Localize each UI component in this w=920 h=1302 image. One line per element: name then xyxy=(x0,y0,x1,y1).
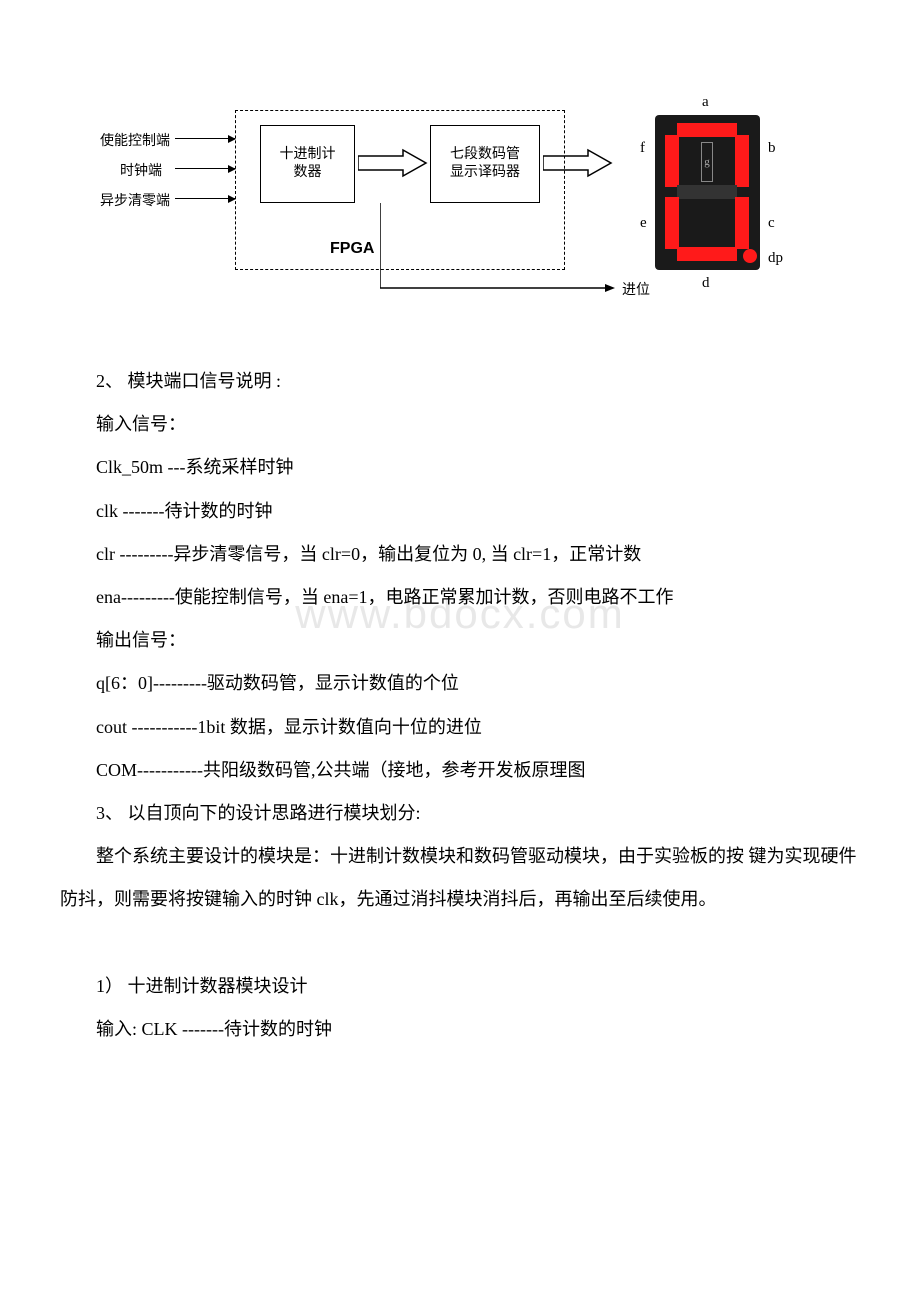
arrow-enable xyxy=(175,138,235,139)
label-f: f xyxy=(640,140,645,157)
decoder-line2: 显示译码器 xyxy=(450,164,520,182)
segment-f xyxy=(665,135,679,187)
segment-dp xyxy=(743,249,757,263)
seven-segment-display: g xyxy=(655,115,760,270)
label-c: c xyxy=(768,215,775,232)
arrow-counter-to-decoder xyxy=(358,148,428,178)
label-b: b xyxy=(768,140,776,157)
segment-d xyxy=(677,247,737,261)
para-clr: clr ---------异步清零信号，当 clr=0，输出复位为 0, 当 c… xyxy=(60,533,860,576)
para-input-signals: 输入信号： xyxy=(60,403,860,446)
para-clk50m: Clk_50m ---系统采样时钟 xyxy=(60,446,860,489)
arrow-clock xyxy=(175,168,235,169)
segment-b xyxy=(735,135,749,187)
document-content: 2、 模块端口信号说明 : 输入信号： Clk_50m ---系统采样时钟 cl… xyxy=(60,360,860,1051)
counter-box: 十进制计 数器 xyxy=(260,125,355,203)
decoder-line1: 七段数码管 xyxy=(450,146,520,164)
input-clear-label: 异步清零端 xyxy=(100,190,170,210)
input-enable-label: 使能控制端 xyxy=(100,130,170,150)
label-a: a xyxy=(702,94,709,111)
para-module1-input: 输入: CLK -------待计数的时钟 xyxy=(60,1008,860,1051)
counter-line1: 十进制计 xyxy=(280,146,336,164)
segment-a xyxy=(677,123,737,137)
para-blank xyxy=(60,921,860,964)
block-diagram: 使能控制端 时钟端 异步清零端 十进制计 数器 七段数码管 显示译码器 FPGA… xyxy=(100,100,820,320)
para-section2: 2、 模块端口信号说明 : xyxy=(60,360,860,403)
carry-line xyxy=(380,203,620,298)
para-q: q[6：0]---------驱动数码管，显示计数值的个位 xyxy=(60,662,860,705)
carry-label: 进位 xyxy=(622,279,650,299)
label-e: e xyxy=(640,215,647,232)
segment-g-label-box: g xyxy=(701,142,713,182)
counter-line2: 数器 xyxy=(294,164,322,182)
segment-g xyxy=(677,185,737,199)
para-desc: 整个系统主要设计的模块是：十进制计数模块和数码管驱动模块，由于实验板的按 键为实… xyxy=(60,835,860,921)
para-output-signals: 输出信号： xyxy=(60,619,860,662)
para-com: COM-----------共阳级数码管,公共端（接地，参考开发板原理图 xyxy=(60,749,860,792)
label-d: d xyxy=(702,275,710,292)
label-dp: dp xyxy=(768,250,783,267)
para-module1: 1） 十进制计数器模块设计 xyxy=(60,965,860,1008)
decoder-box: 七段数码管 显示译码器 xyxy=(430,125,540,203)
para-cout: cout -----------1bit 数据，显示计数值向十位的进位 xyxy=(60,706,860,749)
fpga-label: FPGA xyxy=(330,240,374,258)
arrow-clear xyxy=(175,198,235,199)
para-ena: ena---------使能控制信号，当 ena=1，电路正常累加计数，否则电路… xyxy=(60,576,860,619)
para-clk: clk -------待计数的时钟 xyxy=(60,490,860,533)
segment-c xyxy=(735,197,749,249)
segment-e xyxy=(665,197,679,249)
arrow-decoder-to-display xyxy=(543,148,613,178)
input-clock-label: 时钟端 xyxy=(120,160,162,180)
para-section3: 3、 以自顶向下的设计思路进行模块划分: xyxy=(60,792,860,835)
